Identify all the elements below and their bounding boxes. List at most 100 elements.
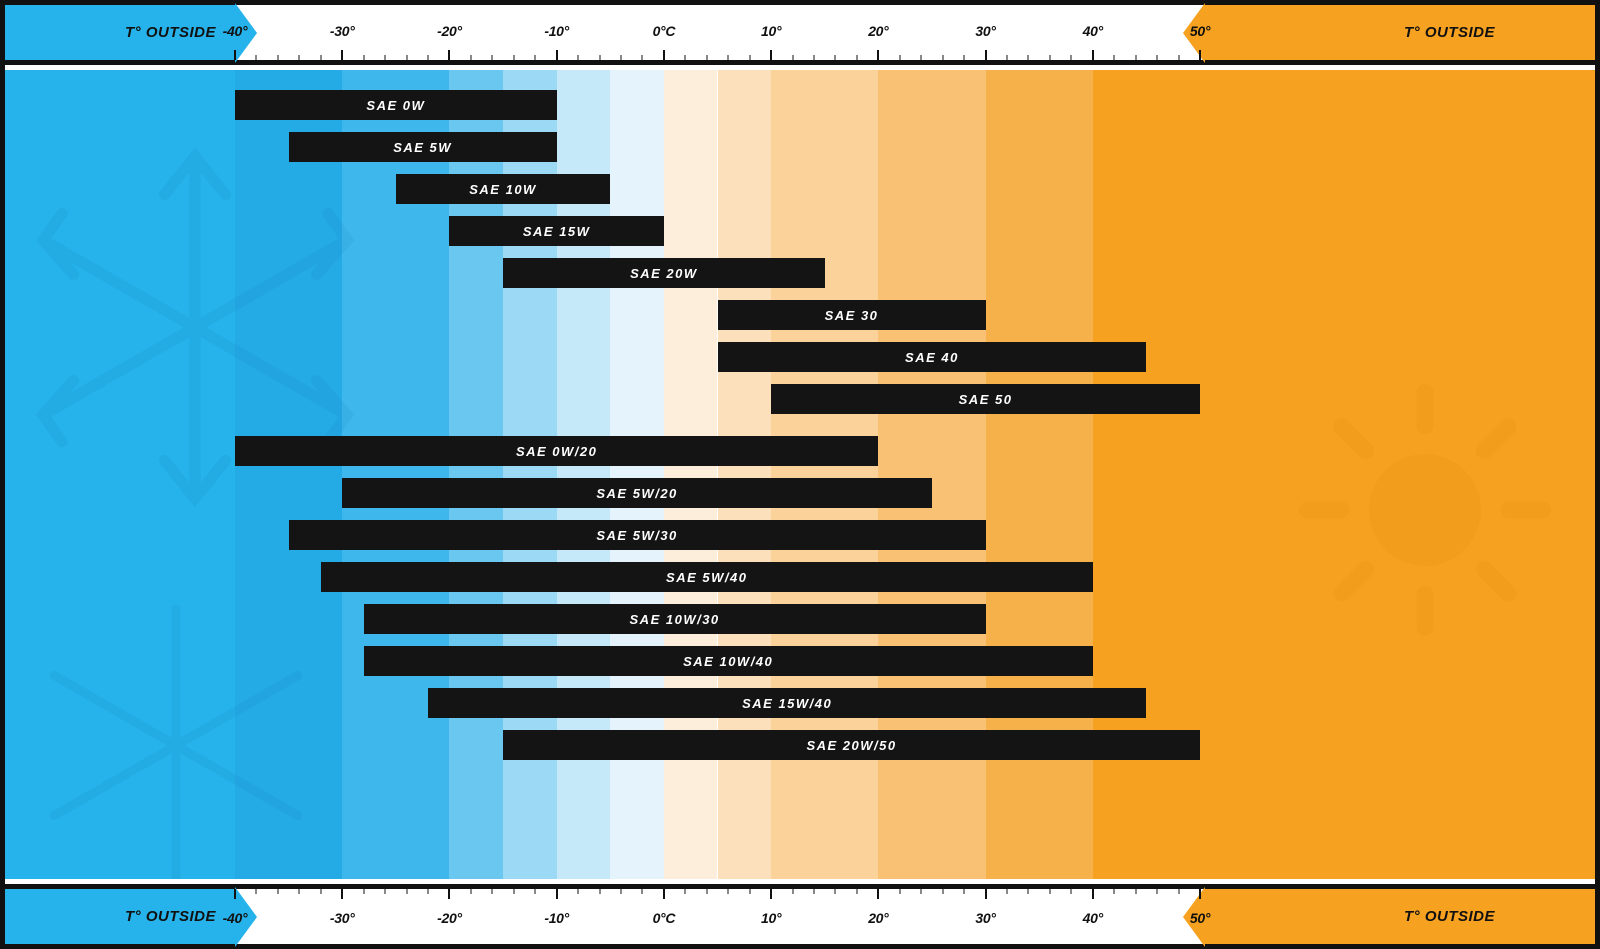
tick-minor — [406, 55, 407, 60]
tick-minor — [706, 889, 707, 894]
tick-major — [1092, 889, 1094, 899]
tick-minor — [578, 55, 579, 60]
axis-tick-label: 50° — [1190, 23, 1210, 39]
tick-major — [341, 50, 343, 60]
axis-tick-label: 40° — [1083, 23, 1103, 39]
viscosity-bar: SAE 20W/50 — [503, 730, 1200, 760]
tick-minor — [1135, 889, 1136, 894]
tick-minor — [942, 55, 943, 60]
tick-minor — [1028, 889, 1029, 894]
axis-tick-label: 20° — [868, 910, 888, 926]
axis-tick-label: 30° — [975, 910, 995, 926]
tick-minor — [685, 55, 686, 60]
tick-minor — [685, 889, 686, 894]
tick-minor — [1135, 55, 1136, 60]
tick-minor — [363, 889, 364, 894]
viscosity-bar: SAE 5W/30 — [289, 520, 986, 550]
tick-minor — [964, 889, 965, 894]
tick-minor — [277, 55, 278, 60]
tick-minor — [814, 55, 815, 60]
tick-minor — [599, 55, 600, 60]
tick-minor — [749, 889, 750, 894]
tick-minor — [320, 55, 321, 60]
tick-major — [877, 50, 879, 60]
viscosity-bar: SAE 0W/20 — [235, 436, 878, 466]
viscosity-bar: SAE 40 — [718, 342, 1147, 372]
tick-minor — [1157, 55, 1158, 60]
tick-minor — [856, 55, 857, 60]
tick-minor — [621, 55, 622, 60]
axis-tick-label: 10° — [761, 23, 781, 39]
tick-minor — [599, 889, 600, 894]
tick-minor — [578, 889, 579, 894]
axis-tick-label: 50° — [1190, 910, 1210, 926]
tick-minor — [406, 889, 407, 894]
tick-minor — [1071, 889, 1072, 894]
tick-minor — [535, 55, 536, 60]
tick-minor — [706, 55, 707, 60]
axis-tick-label: -40° — [223, 910, 248, 926]
tick-minor — [942, 889, 943, 894]
axis-tick-label: 0°C — [653, 910, 676, 926]
tick-minor — [428, 889, 429, 894]
axis-tick-label: 10° — [761, 910, 781, 926]
axis-tick-label: -20° — [437, 23, 462, 39]
axis-tick-label: 0°C — [653, 23, 676, 39]
tick-minor — [728, 889, 729, 894]
tick-minor — [792, 55, 793, 60]
viscosity-bar: SAE 10W/40 — [364, 646, 1093, 676]
tick-minor — [428, 55, 429, 60]
tick-minor — [856, 889, 857, 894]
tick-minor — [470, 55, 471, 60]
tick-minor — [1114, 55, 1115, 60]
tick-minor — [1157, 889, 1158, 894]
tick-minor — [385, 55, 386, 60]
tick-minor — [1049, 55, 1050, 60]
axis-tick-label: -30° — [330, 23, 355, 39]
tick-minor — [964, 55, 965, 60]
tick-minor — [899, 889, 900, 894]
viscosity-bar: SAE 5W — [289, 132, 557, 162]
temp-band — [1200, 70, 1595, 879]
tick-minor — [1178, 55, 1179, 60]
tick-minor — [749, 55, 750, 60]
tick-minor — [899, 55, 900, 60]
tick-minor — [256, 55, 257, 60]
tick-major — [1092, 50, 1094, 60]
tick-minor — [1007, 55, 1008, 60]
tick-minor — [642, 55, 643, 60]
plot-area: SAE 0WSAE 5WSAE 10WSAE 15WSAE 20WSAE 30S… — [5, 70, 1595, 879]
axis-bottom: T° OUTSIDE T° OUTSIDE -40°-30°-20°-10°0°… — [5, 884, 1595, 944]
temp-band — [5, 70, 235, 879]
tick-minor — [492, 889, 493, 894]
tick-major — [556, 50, 558, 60]
viscosity-bar: SAE 0W — [235, 90, 557, 120]
viscosity-bar: SAE 5W/40 — [321, 562, 1093, 592]
viscosity-bar: SAE 10W — [396, 174, 610, 204]
tick-minor — [621, 889, 622, 894]
tick-minor — [363, 55, 364, 60]
tick-minor — [728, 55, 729, 60]
axis-tick-label: 20° — [868, 23, 888, 39]
viscosity-bar: SAE 30 — [718, 300, 986, 330]
axis-tick-label: -30° — [330, 910, 355, 926]
viscosity-bar: SAE 5W/20 — [342, 478, 932, 508]
tick-minor — [835, 889, 836, 894]
axis-tick-label: -40° — [223, 23, 248, 39]
tick-major — [448, 889, 450, 899]
tick-minor — [513, 55, 514, 60]
tick-minor — [256, 889, 257, 894]
tick-major — [663, 889, 665, 899]
viscosity-bar: SAE 20W — [503, 258, 825, 288]
tick-minor — [277, 889, 278, 894]
tick-major — [877, 889, 879, 899]
tick-minor — [921, 889, 922, 894]
tick-major — [1199, 50, 1201, 60]
axis-bot-ticks — [5, 889, 1595, 899]
tick-major — [341, 889, 343, 899]
tick-minor — [1028, 55, 1029, 60]
tick-minor — [792, 889, 793, 894]
tick-minor — [1071, 55, 1072, 60]
tick-major — [663, 50, 665, 60]
tick-major — [234, 50, 236, 60]
